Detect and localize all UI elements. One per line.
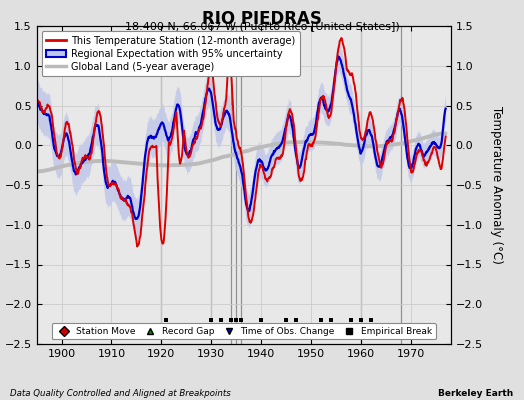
Y-axis label: Temperature Anomaly (°C): Temperature Anomaly (°C) <box>489 106 503 264</box>
Text: Data Quality Controlled and Aligned at Breakpoints: Data Quality Controlled and Aligned at B… <box>10 389 231 398</box>
Text: RIO PIEDRAS: RIO PIEDRAS <box>202 10 322 28</box>
Text: 18.400 N, 66.067 W (Puerto Rico [United States]): 18.400 N, 66.067 W (Puerto Rico [United … <box>125 21 399 31</box>
Text: Berkeley Earth: Berkeley Earth <box>438 389 514 398</box>
Legend: Station Move, Record Gap, Time of Obs. Change, Empirical Break: Station Move, Record Gap, Time of Obs. C… <box>52 323 435 340</box>
